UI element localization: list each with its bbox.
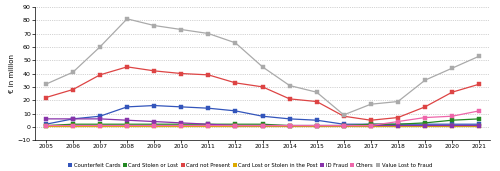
Y-axis label: € in million: € in million bbox=[9, 54, 15, 93]
Legend: Counterfeit Cards, Card Stolen or Lost, Card not Present, Card Lost or Stolen in: Counterfeit Cards, Card Stolen or Lost, … bbox=[68, 162, 432, 168]
